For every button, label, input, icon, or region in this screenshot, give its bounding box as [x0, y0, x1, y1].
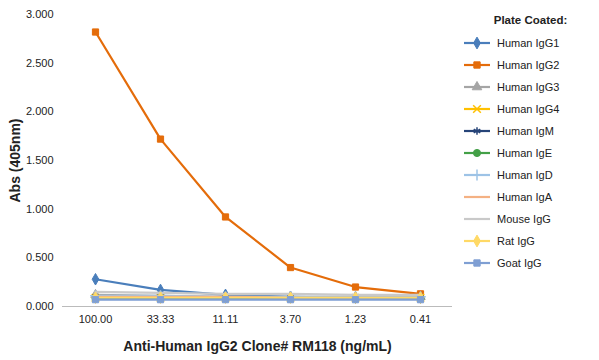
svg-text:3.70: 3.70 [280, 313, 301, 325]
svg-text:11.11: 11.11 [213, 313, 239, 325]
html-text:Human IgD: Human IgD [497, 169, 553, 181]
svg-text:2.500: 2.500 [26, 57, 54, 69]
svg-text:100.00: 100.00 [79, 313, 113, 325]
html-text:Mouse IgG: Mouse IgG [497, 213, 551, 225]
svg-text:1.23: 1.23 [345, 313, 366, 325]
svg-text:Anti-Human IgG2 Clone# RM118 (: Anti-Human IgG2 Clone# RM118 (ng/mL) [123, 338, 391, 354]
svg-text:1.500: 1.500 [26, 154, 54, 166]
html-text:Goat IgG: Goat IgG [497, 257, 542, 269]
html-text:Human IgG3: Human IgG3 [497, 81, 560, 93]
html-text:Plate Coated:: Plate Coated: [493, 14, 568, 26]
html-text:Human IgE: Human IgE [497, 147, 552, 159]
svg-text:33.33: 33.33 [147, 313, 175, 325]
html-text:Human IgM: Human IgM [497, 125, 554, 137]
svg-text:0.000: 0.000 [26, 300, 54, 312]
svg-text:0.41: 0.41 [410, 313, 431, 325]
svg-text:2.000: 2.000 [26, 105, 54, 117]
svg-text:1.000: 1.000 [26, 203, 54, 215]
svg-text:Abs (405nm): Abs (405nm) [7, 118, 23, 202]
html-text:Human IgG2: Human IgG2 [497, 59, 560, 71]
html-text:Human IgG4: Human IgG4 [497, 103, 560, 115]
html-text:Rat IgG: Rat IgG [497, 235, 535, 247]
svg-text:3.000: 3.000 [26, 8, 54, 20]
html-text:Human IgG1: Human IgG1 [497, 37, 560, 49]
html-text:Human IgA: Human IgA [497, 191, 552, 203]
svg-text:0.500: 0.500 [26, 251, 54, 263]
